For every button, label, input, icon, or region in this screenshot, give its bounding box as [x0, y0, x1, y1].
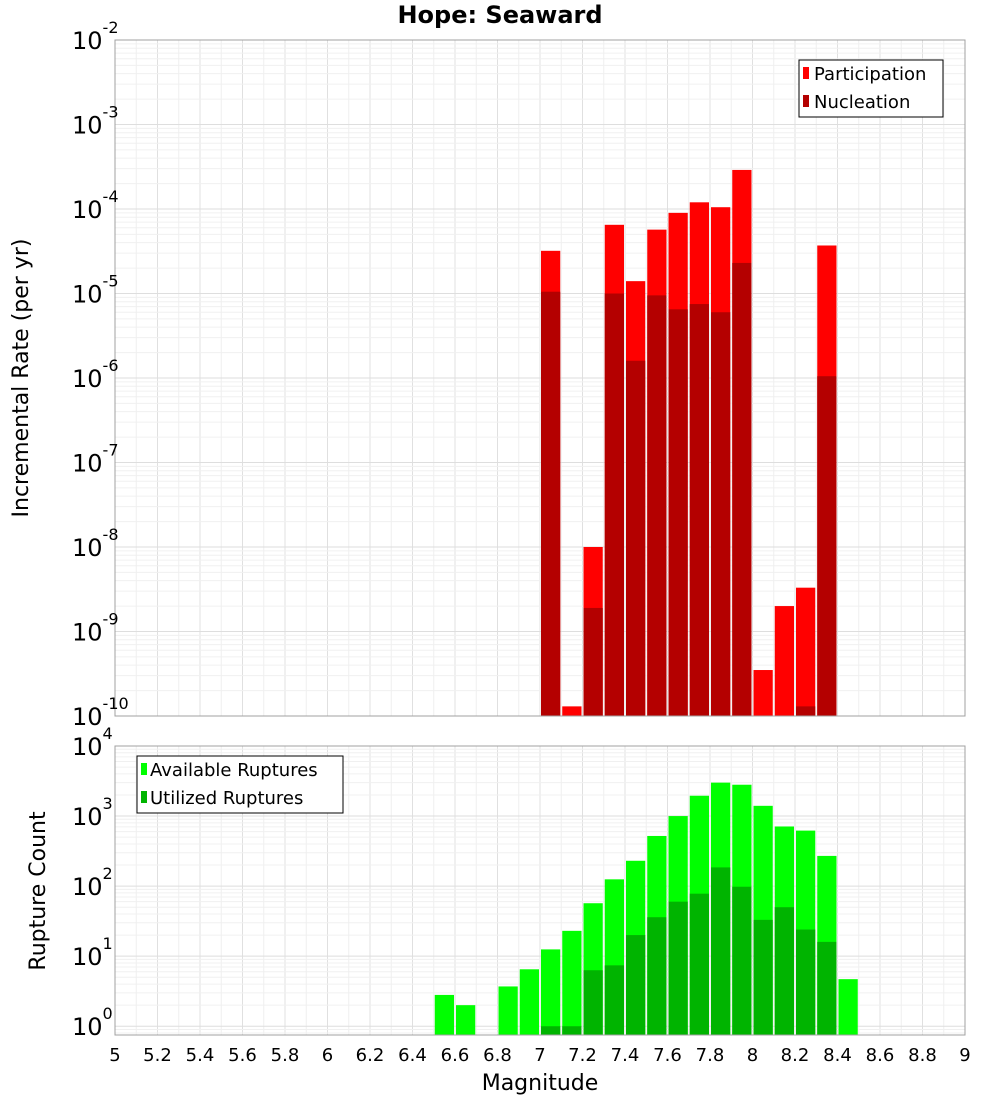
bar-utilized-8.05	[753, 919, 773, 1035]
bar-available-6.95	[519, 969, 539, 1035]
bar-utilized-7.45	[626, 935, 646, 1035]
bar-utilized-7.55	[647, 917, 667, 1035]
x-tick-label: 7.8	[696, 1045, 725, 1066]
y-tick-label: 101	[72, 934, 113, 971]
y-tick-label: 10-4	[72, 187, 119, 224]
bar-nucleation-7.05	[541, 291, 561, 716]
legend-label-participation: Participation	[814, 64, 926, 85]
bar-utilized-7.15	[562, 1026, 582, 1035]
bottom-y-tick-labels: 104 103 102 101 100	[72, 724, 113, 1041]
bottom-plot-panel: 104 103 102 101 100 5 5.2 5.4 5.6 5.8 6 6.2 6.4 6.6 6…	[26, 724, 971, 1096]
bar-available-7.15	[562, 930, 582, 1035]
legend-label-utilized: Utilized Ruptures	[150, 788, 303, 809]
bar-utilized-8.15	[774, 907, 794, 1035]
x-tick-label: 5.6	[228, 1045, 257, 1066]
bar-available-8.45	[838, 979, 858, 1035]
bar-participation-7.15	[562, 706, 582, 716]
bar-available-6.85	[498, 986, 518, 1035]
y-tick-label: 10-2	[72, 18, 119, 55]
y-tick-label: 100	[72, 1004, 113, 1041]
top-y-axis-label: Incremental Rate (per yr)	[9, 239, 34, 518]
bar-utilized-7.05	[541, 1026, 561, 1035]
bar-nucleation-7.25	[583, 607, 603, 716]
x-tick-label: 6.6	[441, 1045, 470, 1066]
bar-nucleation-7.35	[604, 293, 624, 716]
x-tick-label: 7.2	[568, 1045, 597, 1066]
x-tick-label: 8.4	[823, 1045, 852, 1066]
legend-swatch-nucleation	[803, 95, 809, 107]
x-tick-label: 6	[322, 1045, 333, 1066]
x-tick-label: 7.6	[653, 1045, 682, 1066]
y-tick-label: 10-10	[72, 694, 129, 731]
x-tick-label: 5.4	[186, 1045, 215, 1066]
x-tick-label: 7	[534, 1045, 545, 1066]
bar-utilized-8.35	[817, 941, 837, 1035]
top-legend: Participation Nucleation	[798, 59, 944, 118]
bar-utilized-7.85	[711, 867, 731, 1035]
bar-utilized-8.25	[796, 929, 816, 1035]
bottom-y-axis-label: Rupture Count	[26, 811, 51, 971]
y-tick-label: 10-7	[72, 441, 119, 478]
legend-swatch-available	[141, 763, 147, 775]
x-tick-label: 6.8	[483, 1045, 512, 1066]
x-tick-label: 8	[747, 1045, 758, 1066]
top-plot-panel: 10-2 10-3 10-4 10-5 10-6 10-7 10-8 10-9 10-10 In…	[9, 18, 966, 731]
bottom-bars	[434, 782, 858, 1035]
bar-available-6.55	[434, 994, 454, 1035]
bar-nucleation-7.85	[711, 312, 731, 716]
bar-participation-8.15	[774, 606, 794, 716]
y-tick-label: 10-3	[72, 103, 119, 140]
legend-label-available: Available Ruptures	[150, 760, 318, 781]
top-y-tick-labels: 10-2 10-3 10-4 10-5 10-6 10-7 10-8 10-9 10-10	[72, 18, 129, 731]
x-tick-label: 6.2	[356, 1045, 385, 1066]
x-tick-label: 9	[959, 1045, 970, 1066]
x-tick-label: 8.2	[781, 1045, 810, 1066]
legend-swatch-participation	[803, 67, 809, 79]
bar-nucleation-7.75	[689, 304, 709, 716]
bottom-legend: Available Ruptures Utilized Ruptures	[136, 755, 344, 814]
bar-utilized-7.95	[732, 886, 752, 1035]
bar-nucleation-7.65	[668, 309, 688, 716]
y-tick-label: 102	[72, 864, 113, 901]
bar-nucleation-7.55	[647, 295, 667, 716]
y-tick-label: 103	[72, 794, 113, 831]
bar-nucleation-7.45	[626, 360, 646, 716]
x-tick-label: 6.4	[398, 1045, 427, 1066]
x-tick-label: 8.6	[866, 1045, 895, 1066]
bar-utilized-7.25	[583, 970, 603, 1035]
bar-nucleation-8.25	[796, 706, 816, 716]
y-tick-label: 10-6	[72, 356, 119, 393]
y-tick-label: 10-9	[72, 610, 119, 647]
x-tick-labels: 5 5.2 5.4 5.6 5.8 6 6.2 6.4 6.6 6.8 7 7.2 7.4 7.6 7.8 8…	[109, 1045, 970, 1066]
x-tick-label: 8.8	[908, 1045, 937, 1066]
y-tick-label: 10-8	[72, 525, 119, 562]
bar-participation-8.05	[753, 670, 773, 716]
legend-label-nucleation: Nucleation	[814, 92, 910, 113]
y-tick-label: 104	[72, 724, 113, 761]
x-tick-label: 5.2	[143, 1045, 172, 1066]
bar-nucleation-7.95	[732, 262, 752, 716]
x-axis-label: Magnitude	[482, 1071, 599, 1096]
bar-available-7.05	[541, 949, 561, 1035]
chart-title: Hope: Seaward	[397, 1, 602, 29]
bar-nucleation-8.35	[817, 376, 837, 716]
bar-utilized-7.65	[668, 901, 688, 1035]
legend-swatch-utilized	[141, 791, 147, 803]
bar-participation-8.25	[796, 587, 816, 716]
x-tick-label: 5.8	[271, 1045, 300, 1066]
top-bars	[541, 169, 837, 717]
bar-utilized-7.75	[689, 893, 709, 1035]
y-tick-label: 10-5	[72, 272, 119, 309]
bar-utilized-7.35	[604, 965, 624, 1035]
x-tick-label: 7.4	[611, 1045, 640, 1066]
x-tick-label: 5	[109, 1045, 120, 1066]
top-grid	[114, 39, 966, 717]
bar-available-6.65	[456, 1005, 476, 1035]
